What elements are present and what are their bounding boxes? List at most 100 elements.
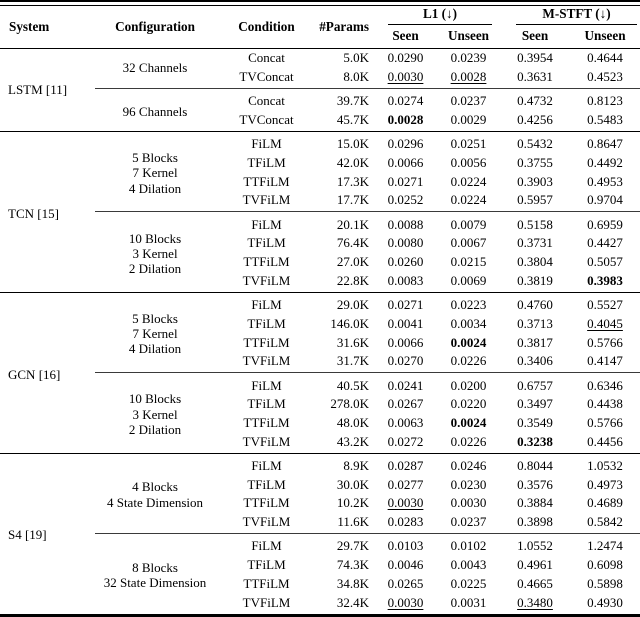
- metric-value: 0.4427: [587, 235, 623, 251]
- params-cell: 29.7K: [318, 532, 374, 556]
- condition-cell: Concat: [248, 50, 285, 66]
- metric-cell: 0.0200: [437, 372, 501, 395]
- condition-cell: TFiLM: [247, 476, 286, 492]
- system-cell: TCN [15]: [0, 131, 95, 293]
- header-params: #Params: [318, 5, 374, 49]
- metric-value: 0.3497: [517, 396, 553, 412]
- table-row: TTFiLM 17.3K 0.0271 0.0224 0.3903 0.4953: [0, 172, 640, 191]
- table-row: TTFiLM 48.0K 0.0063 0.0024 0.3549 0.5766: [0, 413, 640, 432]
- metric-cell: 0.0043: [437, 555, 500, 574]
- params-cell: 39.7K: [318, 87, 374, 111]
- condition-cell: TTFiLM: [243, 414, 290, 430]
- configuration-cell: 4 Blocks 4 State Dimension: [95, 453, 215, 534]
- metric-cell: 0.0296: [374, 131, 437, 154]
- metric-cell: 1.2474: [570, 532, 640, 556]
- metric-cell: 0.8647: [570, 131, 640, 154]
- metric-cell: 0.4961: [500, 555, 570, 574]
- metric-value: 0.4147: [587, 353, 623, 369]
- header-l1-unseen: Unseen: [437, 24, 501, 49]
- condition-cell: FiLM: [215, 211, 318, 234]
- metric-cell: 0.3713: [500, 314, 570, 333]
- metric-value: 0.0028: [450, 68, 487, 84]
- metric-cell: 0.6959: [570, 211, 640, 234]
- metric-value: 0.0260: [387, 254, 424, 270]
- metric-cell: 0.4147: [570, 352, 640, 373]
- metric-cell: 0.3884: [500, 494, 570, 513]
- condition-cell: TFiLM: [247, 154, 286, 170]
- metric-value: 0.0220: [450, 396, 487, 412]
- metric-cell: 0.0066: [374, 153, 437, 172]
- metric-value: 0.0069: [450, 272, 487, 288]
- metric-value: 0.0080: [387, 235, 424, 251]
- metric-value: 0.0237: [450, 514, 487, 530]
- table-row: TVConcat 45.7K 0.0028 0.0029 0.4256 0.5483: [0, 110, 640, 132]
- header-group-mstft-label: M-STFT (↓): [516, 6, 638, 25]
- metric-value: 0.4953: [587, 173, 623, 189]
- metric-cell: 0.0030: [437, 494, 500, 513]
- metric-cell: 0.4760: [500, 292, 571, 315]
- metric-value: 0.3406: [517, 353, 553, 369]
- metric-value: 0.4689: [587, 495, 623, 511]
- metric-cell: 0.3549: [500, 413, 570, 432]
- metric-cell: 0.5057: [570, 252, 640, 271]
- metric-value: 1.0552: [517, 538, 553, 554]
- metric-value: 0.4456: [587, 433, 623, 449]
- metric-cell: 0.3898: [500, 512, 570, 533]
- metric-value: 0.0043: [450, 557, 487, 573]
- metric-value: 0.0102: [450, 538, 487, 554]
- metric-cell: 0.5432: [500, 131, 571, 154]
- header-condition: Condition: [215, 5, 318, 49]
- metric-value: 0.4045: [587, 315, 623, 331]
- params-cell: 32.4K: [336, 594, 369, 610]
- metric-value: 0.3549: [517, 414, 553, 430]
- metric-value: 0.4644: [587, 50, 623, 66]
- metric-value: 0.3954: [517, 50, 553, 66]
- params-cell: 20.1K: [318, 211, 374, 234]
- metric-value: 0.0034: [450, 315, 487, 331]
- metric-value: 0.6959: [587, 216, 623, 232]
- metric-cell: 0.6757: [500, 372, 571, 395]
- metric-value: 0.0215: [450, 254, 487, 270]
- header-configuration: Configuration: [95, 5, 215, 49]
- params-cell: 45.7K: [336, 111, 369, 127]
- condition-cell: TFiLM: [247, 557, 286, 573]
- metric-cell: 0.0226: [437, 432, 500, 454]
- metric-cell: 0.0237: [437, 87, 501, 111]
- params-cell: 40.5K: [318, 372, 374, 395]
- metric-cell: 0.0274: [374, 87, 437, 111]
- params-cell: 15.0K: [318, 131, 374, 154]
- metric-value: 0.0274: [387, 93, 424, 109]
- metric-cell: 0.0024: [437, 413, 500, 432]
- metric-value: 0.0067: [450, 235, 487, 251]
- metric-cell: 0.3731: [500, 234, 570, 253]
- metric-cell: 0.0063: [374, 413, 437, 432]
- header-l1-seen: Seen: [374, 24, 437, 49]
- metric-cell: 0.0246: [437, 453, 501, 476]
- metric-value: 0.4930: [587, 594, 623, 610]
- metric-value: 0.0226: [450, 433, 487, 449]
- metric-cell: 0.0215: [437, 252, 500, 271]
- metric-value: 0.0241: [387, 377, 424, 393]
- params-cell: 42.0K: [336, 154, 369, 170]
- metric-value: 0.8647: [587, 136, 623, 152]
- metric-cell: 0.4665: [500, 574, 570, 593]
- metric-cell: 0.0224: [437, 191, 500, 212]
- metric-cell: 0.0066: [374, 333, 437, 352]
- metric-cell: 0.0230: [437, 475, 500, 494]
- metric-cell: 0.5842: [570, 512, 640, 533]
- metric-cell: 0.3903: [500, 172, 570, 191]
- metric-value: 0.4732: [517, 93, 553, 109]
- metric-cell: 0.0080: [374, 234, 437, 253]
- metric-cell: 0.0028: [437, 67, 500, 88]
- metric-cell: 0.0272: [374, 432, 437, 454]
- params-cell: 5.0K: [343, 50, 369, 66]
- metric-value: 0.0239: [450, 50, 487, 66]
- metric-cell: 0.8123: [570, 87, 640, 111]
- table-row: TTFiLM 34.8K 0.0265 0.0225 0.4665 0.5898: [0, 574, 640, 593]
- condition-cell: TTFiLM: [243, 495, 290, 511]
- metric-value: 0.4665: [517, 575, 553, 591]
- metric-value: 0.0267: [387, 396, 424, 412]
- condition-cell: FiLM: [215, 131, 318, 154]
- metric-cell: 0.4973: [570, 475, 640, 494]
- metric-value: 0.4961: [517, 557, 553, 573]
